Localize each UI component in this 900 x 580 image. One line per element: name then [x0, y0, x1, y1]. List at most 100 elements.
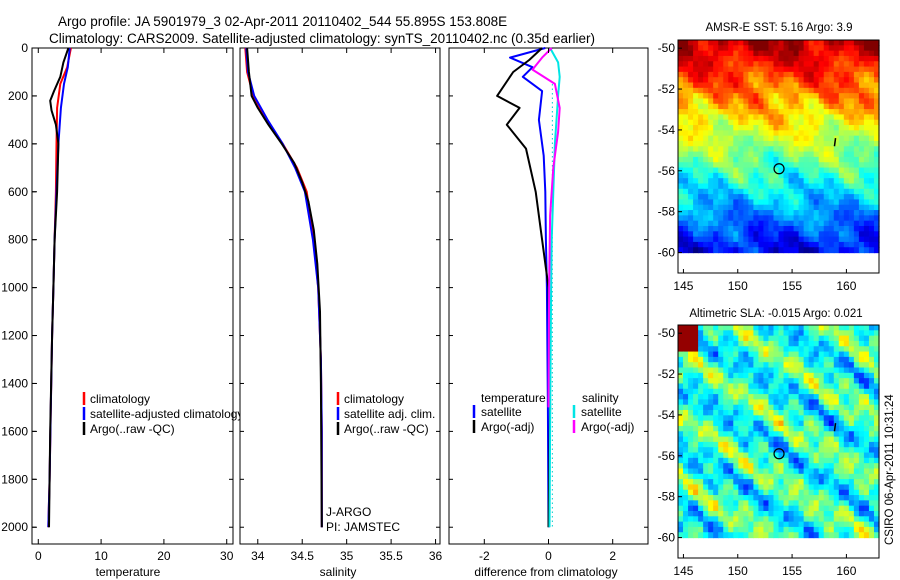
map-cell	[863, 447, 870, 454]
map-cell	[768, 199, 775, 206]
series-line-argo-raw-qc-	[48, 47, 70, 528]
map-cell	[758, 415, 765, 422]
map-cell	[778, 473, 785, 480]
map-cell	[813, 55, 820, 62]
map-cell	[858, 236, 865, 243]
map-cell	[833, 188, 840, 195]
map-cell	[698, 484, 704, 491]
map-cell	[713, 335, 719, 342]
map-cell	[808, 82, 815, 89]
map-cell	[868, 526, 875, 533]
map-cell	[788, 66, 795, 73]
map-cell	[793, 119, 800, 126]
map-cell	[763, 378, 770, 385]
map-cell	[833, 473, 840, 480]
map-cell	[838, 457, 845, 464]
map-cell	[778, 199, 785, 206]
map-cell	[848, 410, 855, 416]
map-cell	[753, 468, 760, 475]
map-cell	[803, 388, 810, 395]
map-cell	[753, 151, 760, 158]
map-cell	[858, 225, 865, 232]
map-cell	[783, 420, 790, 427]
map-cell	[718, 114, 724, 121]
map-cell	[873, 330, 880, 337]
map-cell	[678, 505, 684, 512]
map-cell	[863, 162, 870, 169]
map-cell	[733, 495, 739, 501]
map-cell	[738, 194, 744, 201]
map-cell	[828, 71, 835, 78]
map-cell	[683, 325, 689, 331]
map-cell	[773, 210, 780, 216]
map-cell	[828, 77, 835, 84]
map-cell	[748, 420, 754, 427]
map-cell	[813, 479, 820, 486]
map-cell	[723, 425, 729, 432]
map-cell	[793, 77, 800, 84]
map-cell	[838, 151, 845, 158]
map-cell	[803, 436, 810, 443]
map-cell	[678, 247, 684, 254]
map-cell	[818, 172, 825, 179]
map-cell	[708, 441, 714, 448]
map-cell	[718, 394, 724, 400]
map-cell	[803, 362, 810, 369]
map-cell	[848, 241, 855, 248]
map-cell	[808, 71, 815, 78]
map-cell	[733, 463, 739, 470]
map-cell	[843, 236, 850, 243]
map-cell	[773, 50, 780, 57]
map-cell	[713, 394, 719, 400]
map-cell	[728, 346, 734, 353]
map-cell	[838, 98, 845, 105]
map-cell	[678, 140, 684, 147]
map-cell	[798, 431, 805, 438]
map-cell	[863, 484, 870, 491]
map-cell	[728, 526, 734, 533]
map-cell	[833, 495, 840, 501]
map-cell	[793, 146, 800, 153]
map-cell	[743, 383, 749, 390]
map-cell	[828, 98, 835, 105]
map-cell	[803, 146, 810, 153]
map-cell	[813, 495, 820, 501]
map-cell	[803, 135, 810, 142]
map-cell	[858, 40, 865, 46]
map-cell	[818, 167, 825, 174]
map-cell	[798, 388, 805, 395]
map-cell	[873, 484, 880, 491]
map-cell	[833, 77, 840, 84]
map-cell	[768, 162, 775, 169]
map-cell	[823, 415, 830, 422]
map-cell	[823, 130, 830, 137]
map-cell	[788, 156, 795, 163]
map-x-tick-label: 145	[673, 564, 693, 578]
map-cell	[748, 388, 754, 395]
map-cell	[698, 521, 704, 528]
map-cell	[738, 452, 744, 459]
map-cell	[748, 526, 754, 533]
map-cell	[713, 82, 719, 89]
map-cell	[778, 420, 785, 427]
map-cell	[858, 98, 865, 105]
map-cell	[853, 500, 860, 507]
map-cell	[758, 45, 765, 52]
map-cell	[758, 146, 765, 153]
map-cell	[858, 388, 865, 395]
map-cell	[723, 489, 729, 496]
map-cell	[793, 45, 800, 52]
map-cell	[813, 404, 820, 411]
map-cell	[688, 521, 694, 528]
map-cell	[773, 468, 780, 475]
map-cell	[803, 98, 810, 105]
map-cell	[738, 183, 744, 190]
map-cell	[743, 146, 749, 153]
map-cell	[728, 388, 734, 395]
map-cell	[678, 204, 684, 211]
map-cell	[843, 372, 850, 379]
map-cell	[843, 183, 850, 190]
map-cell	[768, 215, 775, 222]
map-cell	[678, 510, 684, 517]
map-cell	[768, 447, 775, 454]
